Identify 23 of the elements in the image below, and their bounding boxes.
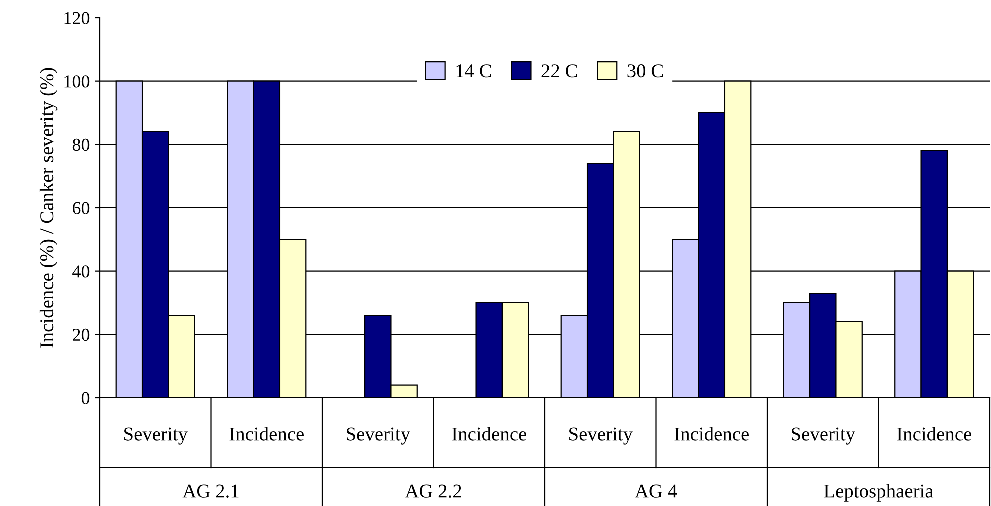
y-tick-label: 20 <box>73 328 90 342</box>
x-tick-label: Incidence <box>452 427 526 441</box>
x-tick-label: Severity <box>792 428 856 445</box>
text: AG 4 <box>635 484 678 498</box>
x-tick-label: Severity <box>124 428 188 445</box>
x-tick-label: Incidence <box>897 427 972 441</box>
y-tick-label: 100 <box>64 76 90 88</box>
x-tick-label: Severity <box>347 428 410 445</box>
y-tick-label: 40 <box>72 266 90 278</box>
x-tick-label: Incidence <box>674 427 749 441</box>
legend-label: 14 C <box>456 64 492 78</box>
legend-label: 22 C <box>542 64 578 78</box>
y-tick-label: 60 <box>73 202 90 214</box>
x-tick-label: Incidence <box>230 427 304 441</box>
y-tick-label: 0 <box>82 392 90 404</box>
y-axis-title: Incidence (%) / Canker severity (%) <box>40 68 58 348</box>
text: AG 2.2 <box>405 484 462 498</box>
x-tick-label: Severity <box>570 428 633 445</box>
y-tick-label: 80 <box>72 138 90 152</box>
text: Leptosphaeria <box>824 484 934 502</box>
y-tick-label: 120 <box>64 12 90 24</box>
legend-label: 30 C <box>628 64 664 78</box>
text: AG 2.1 <box>182 484 239 498</box>
